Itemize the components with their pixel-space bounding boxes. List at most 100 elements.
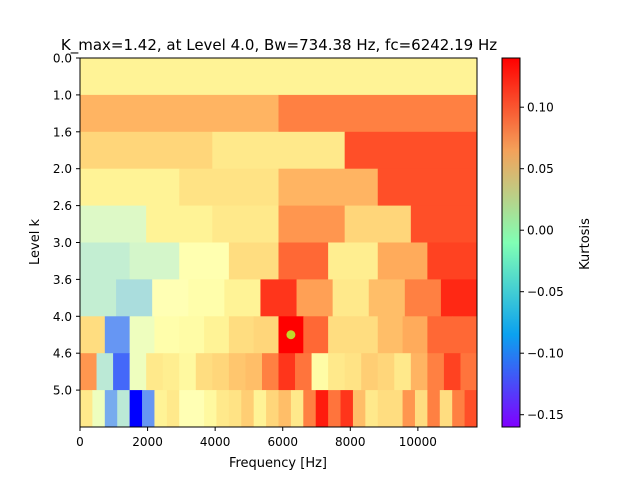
heatmap-cell — [278, 168, 379, 206]
heatmap-cell — [80, 279, 117, 317]
x-tick-label: 10000 — [399, 435, 437, 449]
heatmap-cell — [278, 353, 296, 391]
y-tick-label: 3.6 — [53, 273, 72, 287]
heatmap-cell — [179, 168, 279, 206]
heatmap-cell — [402, 316, 428, 354]
heatmap-cell — [295, 353, 312, 391]
heatmap-cell — [352, 390, 366, 428]
heatmap-cell — [328, 390, 341, 428]
y-axis-ticks: 0.0 1.0 1.6 2.0 2.6 3.0 3.6 4.0 4.6 5.0 — [53, 52, 80, 398]
heatmap-cell — [290, 390, 304, 428]
heatmap-cell — [261, 353, 279, 391]
heatmap-cell — [311, 353, 329, 391]
heatmap-cell — [377, 242, 428, 280]
heatmap-cell — [332, 279, 370, 317]
colorbar-tick-label: −0.15 — [527, 408, 564, 422]
heatmap-cell — [439, 390, 453, 428]
heatmap-cell — [129, 390, 143, 428]
heatmap-cell — [253, 316, 279, 354]
heatmap-cell — [179, 242, 230, 280]
heatmap-cell — [92, 390, 106, 428]
heatmap-cell — [80, 242, 131, 280]
heatmap-cell — [443, 353, 461, 391]
heatmap-cell — [278, 205, 346, 243]
y-tick-label: 2.0 — [53, 162, 72, 176]
heatmap-cell — [278, 242, 329, 280]
heatmap-cell — [278, 94, 478, 133]
heatmap-cell — [303, 316, 329, 354]
heatmap-cell — [80, 94, 279, 133]
heatmap-cell — [146, 205, 213, 243]
heatmap-cell — [80, 390, 93, 428]
heatmap-cell — [427, 353, 445, 391]
y-tick-label: 3.0 — [53, 236, 72, 250]
y-tick-label: 4.0 — [53, 310, 72, 324]
heatmap-cell — [390, 390, 403, 428]
heatmap-cell — [104, 316, 131, 354]
heatmap-cell — [377, 390, 391, 428]
heatmap-cell — [228, 353, 246, 391]
heatmap-cell — [303, 390, 317, 428]
heatmap-cell — [296, 279, 334, 317]
heatmap-cell — [162, 353, 180, 391]
heatmap-cell — [129, 242, 180, 280]
y-axis-label: Level k — [28, 219, 43, 265]
heatmap-cell — [377, 168, 478, 206]
colorbar-tick-label: 0.05 — [527, 162, 554, 176]
colorbar-tick-label: −0.05 — [527, 285, 564, 299]
x-tick-label: 2000 — [132, 435, 163, 449]
y-tick-label: 1.0 — [53, 88, 72, 102]
heatmap-cell — [368, 279, 406, 317]
heatmap-cell — [402, 390, 416, 428]
heatmap-cell — [80, 353, 97, 391]
heatmap-cell — [328, 242, 379, 280]
heatmap-cell — [266, 390, 279, 428]
heatmap-cell — [414, 390, 428, 428]
heatmap-cell — [195, 353, 213, 391]
heatmap-cell — [340, 390, 354, 428]
colorbar-label: Kurtosis — [578, 218, 593, 270]
heatmap-cell — [96, 353, 114, 391]
heatmap-cell — [212, 353, 230, 391]
heatmap-cell — [404, 279, 442, 317]
heatmap-cell — [188, 279, 225, 317]
heatmap-cell — [191, 390, 205, 428]
heatmap-cell — [410, 353, 428, 391]
heatmap-cell — [377, 353, 395, 391]
heatmap-cell — [394, 353, 412, 391]
heatmap-cell — [228, 242, 279, 280]
heatmap-cell — [212, 131, 346, 170]
heatmap-cell — [344, 131, 478, 170]
heatmap-cell — [365, 390, 379, 428]
heatmap-cell — [204, 316, 230, 354]
colorbar-ticks: 0.10 0.05 0.00 −0.05 −0.10 −0.15 — [520, 101, 564, 422]
heatmap-cell — [117, 390, 131, 428]
heatmap-cell — [154, 316, 180, 354]
x-axis-ticks: 0 2000 4000 6000 8000 10000 — [76, 427, 437, 449]
colorbar-tick-label: 0.00 — [527, 224, 554, 238]
heatmap-cell — [80, 316, 106, 354]
heatmap-cell — [179, 353, 197, 391]
colorbar-tick-label: −0.10 — [527, 347, 564, 361]
colorbar — [501, 57, 521, 428]
heatmap-cell — [179, 390, 193, 428]
heatmap-cell — [152, 279, 189, 317]
heatmap-cell — [427, 316, 453, 354]
x-tick-label: 4000 — [200, 435, 231, 449]
heatmap-cell — [116, 279, 153, 317]
heatmap-cell — [80, 131, 213, 170]
heatmap-cell — [146, 353, 164, 391]
heatmap-cell — [80, 58, 478, 96]
x-tick-label: 8000 — [335, 435, 366, 449]
heatmap-cell — [344, 353, 362, 391]
y-tick-label: 4.6 — [53, 347, 72, 361]
heatmap-cell — [328, 316, 354, 354]
heatmap-cell — [179, 316, 205, 354]
heatmap-cell — [427, 242, 478, 280]
heatmap-cell — [204, 390, 217, 428]
x-tick-label: 6000 — [267, 435, 298, 449]
y-tick-label: 5.0 — [53, 384, 72, 398]
heatmap-cell — [260, 279, 297, 317]
max-kurtosis-marker-layer — [286, 330, 296, 340]
heatmap-cell — [80, 205, 147, 243]
